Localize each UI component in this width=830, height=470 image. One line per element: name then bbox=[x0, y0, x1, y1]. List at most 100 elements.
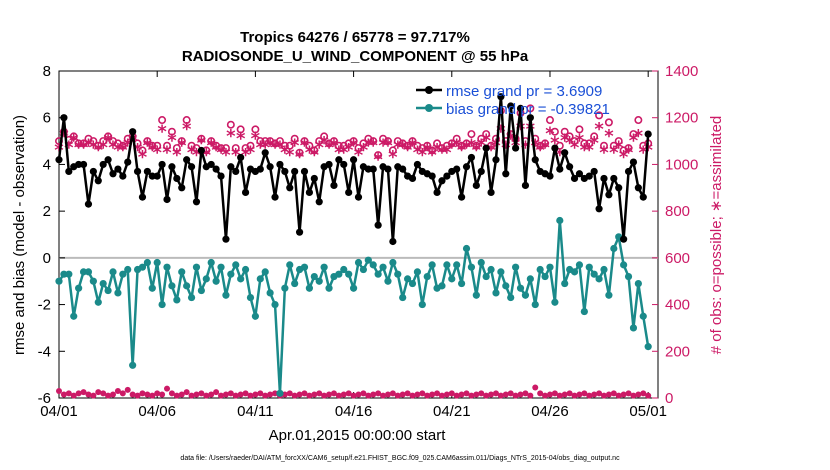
obs-assimilated-point: * bbox=[447, 138, 457, 159]
obs-rejected-point bbox=[438, 392, 445, 399]
obs-rejected-point bbox=[321, 392, 328, 399]
rmse-point bbox=[566, 163, 574, 171]
chart-title-line1: Tropics 64276 / 65778 = 97.717% bbox=[240, 29, 470, 46]
obs-possible-point bbox=[580, 139, 589, 148]
obs-possible-series bbox=[54, 104, 653, 160]
obs-assimilated-point: * bbox=[98, 138, 108, 159]
obs-assimilated-point: * bbox=[535, 140, 545, 161]
rmse-point bbox=[207, 160, 215, 169]
rmse-point bbox=[124, 158, 132, 166]
x-tick-label: 04/06 bbox=[138, 403, 176, 420]
obs-possible-point bbox=[369, 137, 378, 146]
rmse-point bbox=[212, 165, 220, 173]
x-tick-label: 04/26 bbox=[531, 403, 569, 420]
obs-rejected-point bbox=[350, 392, 357, 399]
bias-point bbox=[138, 263, 147, 271]
y-right-tick-label: 0 bbox=[665, 390, 673, 407]
obs-assimilated-point: * bbox=[251, 128, 261, 149]
obs-rejected-point bbox=[380, 392, 387, 399]
obs-assimilated-point: * bbox=[565, 133, 575, 154]
rmse-point bbox=[399, 165, 407, 173]
y-right-tick-label: 400 bbox=[665, 297, 690, 314]
bias-point bbox=[266, 289, 274, 297]
obs-possible-point bbox=[89, 137, 98, 146]
obs-possible-point bbox=[217, 144, 226, 153]
bias-point bbox=[104, 286, 112, 295]
obs-assimilated-point: * bbox=[432, 140, 442, 161]
obs-rejected-point bbox=[345, 390, 352, 397]
obs-assimilated-point: * bbox=[604, 126, 614, 147]
obs-possible-point bbox=[148, 141, 157, 150]
obs-assimilated-point: * bbox=[285, 145, 295, 166]
obs-assimilated-point: * bbox=[398, 138, 408, 159]
bias-point bbox=[207, 258, 215, 267]
obs-assimilated-point: * bbox=[206, 135, 216, 156]
rmse-point bbox=[315, 198, 323, 206]
rmse-point bbox=[241, 188, 250, 197]
obs-possible-point bbox=[79, 139, 88, 148]
rmse-point bbox=[453, 165, 461, 173]
rmse-point bbox=[183, 156, 191, 164]
rmse-point bbox=[531, 156, 539, 164]
obs-rejected-point bbox=[144, 391, 151, 398]
obs-possible-point bbox=[545, 116, 554, 125]
obs-assimilated-point: * bbox=[89, 138, 99, 159]
obs-assimilated-point: * bbox=[256, 138, 266, 159]
obs-assimilated-point: * bbox=[103, 131, 113, 152]
obs-rejected-point bbox=[483, 392, 490, 399]
obs-rejected-point bbox=[502, 391, 509, 398]
bias-point bbox=[163, 263, 171, 271]
rmse-point bbox=[173, 174, 181, 183]
obs-rejected-point bbox=[542, 392, 549, 399]
obs-rejected-point bbox=[532, 384, 539, 391]
x-tick-label: 04/11 bbox=[237, 403, 273, 420]
obs-rejected-point bbox=[615, 392, 622, 399]
obs-rejected-point bbox=[296, 391, 303, 398]
obs-possible-point bbox=[256, 137, 265, 146]
obs-rejected-point bbox=[596, 390, 603, 397]
bias-point bbox=[507, 293, 515, 302]
obs-possible-point bbox=[423, 141, 432, 150]
rmse-point bbox=[605, 191, 613, 199]
rmse-point bbox=[349, 156, 358, 164]
bias-point bbox=[644, 343, 652, 351]
obs-rejected-point bbox=[100, 390, 107, 397]
obs-rejected-point bbox=[134, 392, 141, 399]
bias-point bbox=[536, 265, 544, 274]
bias-point bbox=[173, 296, 181, 304]
obs-rejected-point bbox=[443, 391, 450, 398]
obs-assimilated-point: * bbox=[369, 135, 379, 156]
obs-assimilated-point: * bbox=[589, 133, 599, 154]
obs-rejected-point bbox=[154, 390, 161, 397]
obs-assimilated-point: * bbox=[79, 138, 89, 159]
bias-point bbox=[109, 268, 117, 276]
obs-assimilated-point: * bbox=[275, 138, 285, 159]
obs-possible-point bbox=[300, 137, 309, 146]
obs-rejected-point bbox=[399, 391, 406, 398]
bias-point bbox=[458, 279, 466, 288]
bias-point bbox=[561, 279, 569, 288]
obs-possible-point bbox=[236, 125, 245, 134]
obs-assimilated-point: * bbox=[182, 119, 192, 140]
obs-assimilated-point: * bbox=[69, 131, 79, 152]
legend-bias-label: bias grand pr = -0.39821 bbox=[446, 101, 610, 118]
x-tick-label: 04/01 bbox=[40, 403, 78, 420]
bias-point bbox=[482, 272, 490, 281]
obs-rejected-point bbox=[620, 391, 627, 398]
rmse-point bbox=[487, 188, 495, 197]
rmse-point bbox=[104, 156, 112, 164]
obs-assimilated-point: * bbox=[477, 135, 487, 156]
bias-point bbox=[472, 291, 480, 299]
bias-point bbox=[379, 263, 387, 271]
obs-rejected-point bbox=[360, 390, 367, 397]
obs-assimilated-point: * bbox=[496, 121, 506, 142]
obs-assimilated-point: * bbox=[521, 138, 531, 159]
rmse-point bbox=[109, 170, 117, 178]
rmse-point bbox=[261, 149, 269, 157]
bias-point bbox=[143, 258, 151, 267]
bias-point bbox=[580, 307, 588, 316]
obs-rejected-point bbox=[164, 385, 171, 392]
obs-possible-point bbox=[388, 146, 397, 155]
obs-possible-point bbox=[231, 144, 240, 153]
obs-assimilated-point: * bbox=[531, 135, 541, 156]
